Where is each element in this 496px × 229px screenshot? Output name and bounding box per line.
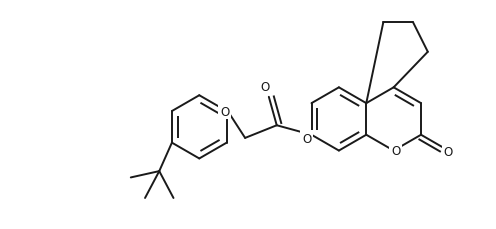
Text: O: O — [220, 105, 229, 118]
Text: O: O — [391, 144, 400, 157]
Text: O: O — [302, 133, 311, 146]
Text: O: O — [443, 145, 453, 158]
Text: O: O — [260, 81, 269, 94]
